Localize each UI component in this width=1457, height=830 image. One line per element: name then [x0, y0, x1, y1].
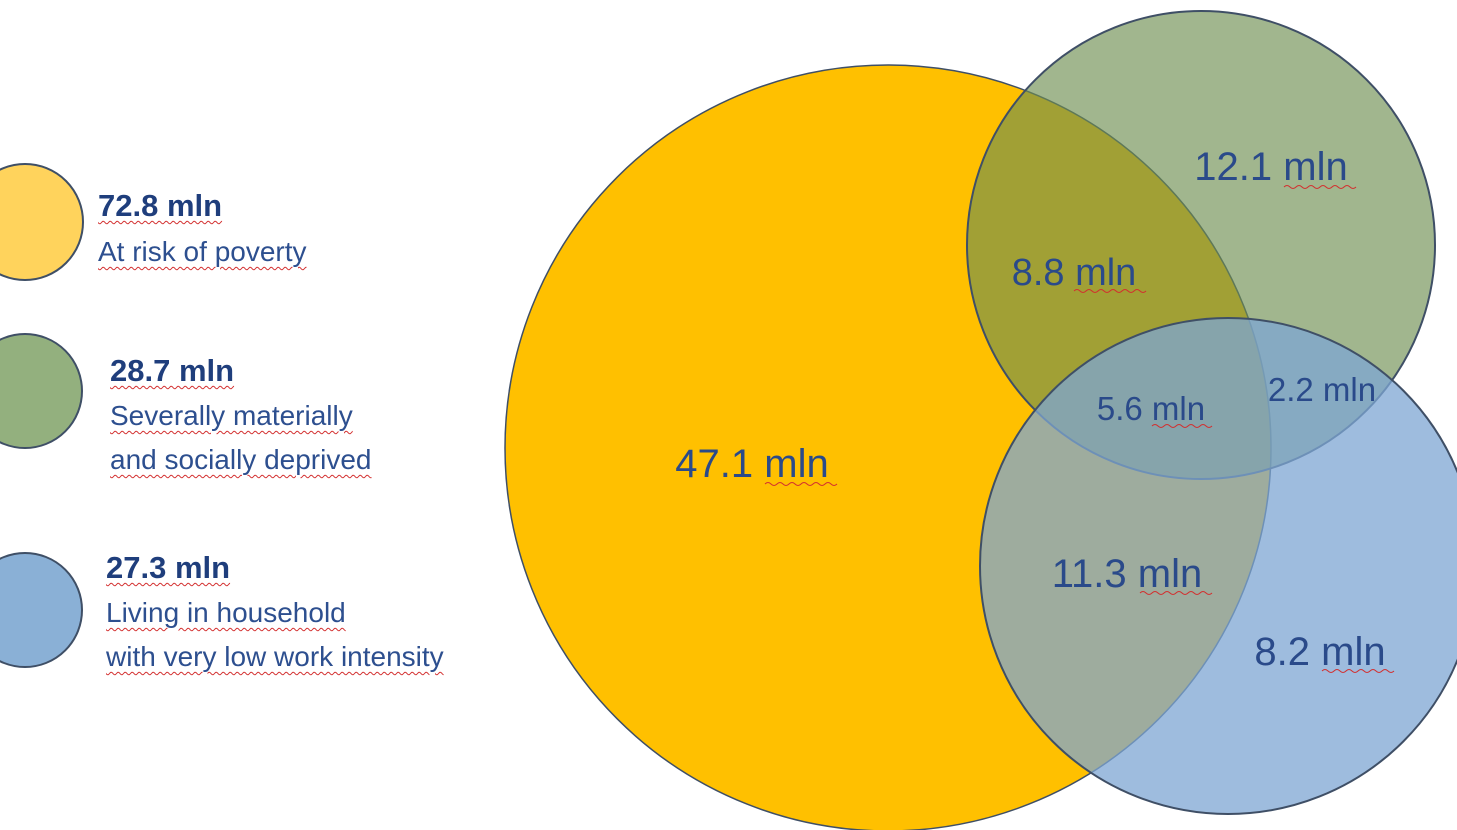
- legend-label-work-line1: Living in household: [106, 597, 346, 628]
- region-label-work-only: 8.2 mln: [1254, 630, 1385, 674]
- region-label-poverty-work: 11.3 mln: [1052, 552, 1202, 596]
- legend-value-deprived: 28.7 mln: [110, 353, 235, 388]
- region-label-poverty-only: 47.1 mln: [675, 442, 828, 486]
- legend-label-poverty: At risk of poverty: [98, 236, 307, 267]
- spellcheck-marks: [764, 185, 1395, 673]
- legend-label-deprived-line2: and socially deprived: [110, 444, 372, 475]
- region-label-poverty-deprived: 8.8 mln: [1012, 252, 1137, 294]
- legend-value-poverty: 72.8 mln: [98, 188, 223, 223]
- work-intensity-circle: [979, 317, 1457, 815]
- yellow-circle-swatch: [0, 163, 84, 281]
- region-label-deprived-only: 12.1 mln: [1194, 145, 1347, 189]
- blue-circle-swatch: [0, 552, 83, 668]
- legend-label-work-line2: with very low work intensity: [106, 641, 444, 672]
- green-circle-swatch: [0, 333, 83, 449]
- legend-value-work-intensity: 27.3 mln: [106, 550, 231, 585]
- region-label-deprived-work: 2.2 mln: [1268, 371, 1376, 408]
- legend-label-deprived-line1: Severally materially: [110, 400, 353, 431]
- region-label-all-three: 5.6 mln: [1097, 390, 1205, 427]
